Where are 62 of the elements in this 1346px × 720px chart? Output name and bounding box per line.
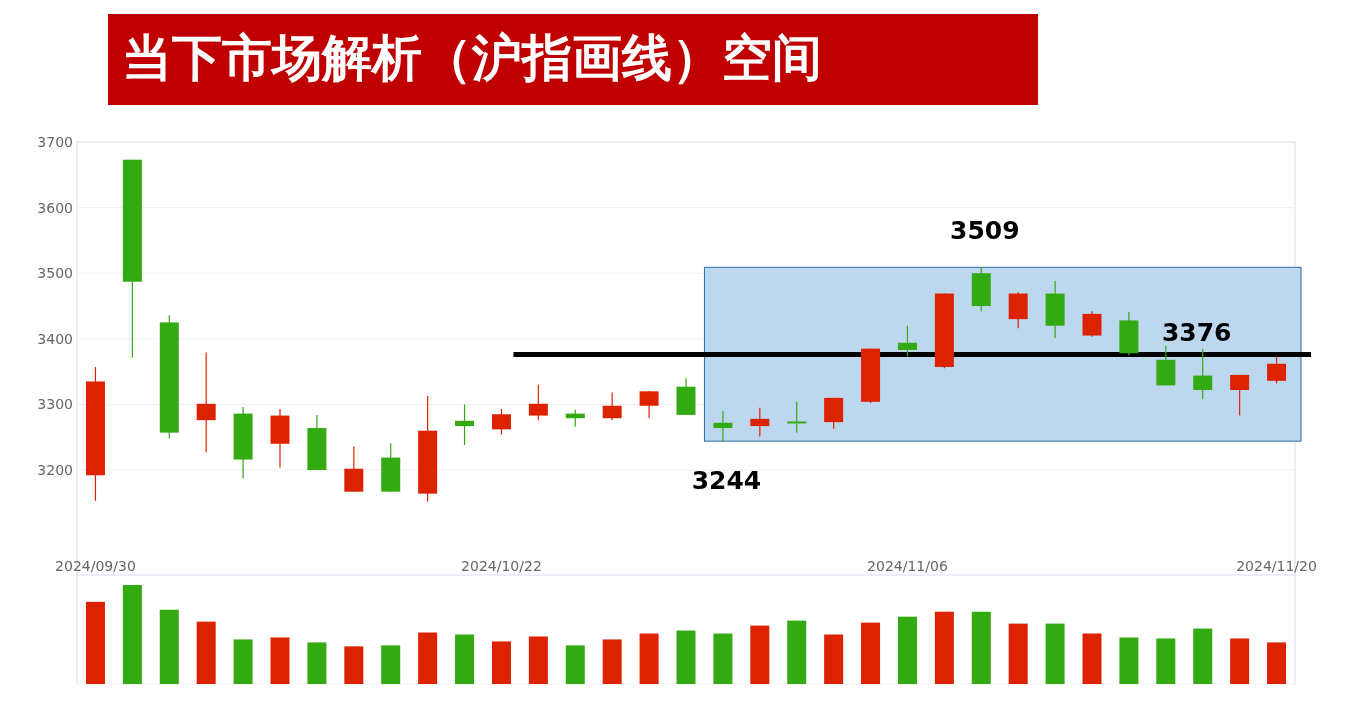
x-tick-label: 2024/10/22 [461,558,542,574]
candlestick [787,401,807,434]
bar [528,636,548,684]
bar [1045,623,1065,684]
bar [971,611,991,684]
bar [418,632,438,684]
candlestick [344,445,364,493]
candlestick [528,384,548,421]
candlestick [1267,355,1287,385]
bar [1230,638,1250,684]
candlestick [196,352,216,453]
bar [824,634,844,684]
chart-title: 当下市场解析（沪指画线）空间 [122,29,822,87]
bar [713,633,733,684]
annotation: 3244 [691,466,762,496]
bar [602,639,622,684]
bar [1008,623,1028,684]
x-tick-label: 2024/11/20 [1236,558,1317,574]
bar [861,622,881,684]
ref-line-label: 3376 [1161,317,1232,347]
bar [344,646,364,684]
bar [934,611,954,684]
candlestick [491,408,511,436]
candlestick [750,407,770,438]
bar [750,625,770,684]
bar [196,621,216,684]
bar [897,616,917,684]
bar [307,642,327,684]
bar [159,609,179,684]
candlestick [602,392,622,421]
candlestick [1193,348,1213,400]
y-tick-label: 3500 [37,265,73,282]
candlestick [713,410,733,442]
y-tick-label: 3400 [37,330,73,347]
bar [1082,633,1102,684]
bar [1156,638,1176,684]
y-tick-label: 3600 [37,199,73,216]
y-tick-label: 3200 [37,462,73,479]
bar [639,633,659,684]
x-tick-label: 2024/11/06 [867,558,948,574]
x-tick-label: 2024/09/30 [55,558,136,574]
bar [1119,637,1139,684]
bar [85,601,105,684]
bar [676,630,696,684]
bar [233,639,253,684]
candlestick [897,325,917,358]
annotation: 3509 [950,216,1020,246]
y-tick-label: 3300 [37,396,73,413]
bar [491,641,511,684]
candlestick [1082,310,1102,338]
bar [381,645,401,684]
bar [1193,628,1213,684]
y-tick-label: 3700 [37,134,73,150]
bar [1267,642,1287,684]
candlestick [455,403,475,446]
bar [455,634,475,684]
candlestick [639,390,659,419]
bar [270,637,290,684]
bar [565,645,585,684]
bar [122,585,142,684]
bar [787,620,807,684]
candlestick [1230,374,1250,417]
